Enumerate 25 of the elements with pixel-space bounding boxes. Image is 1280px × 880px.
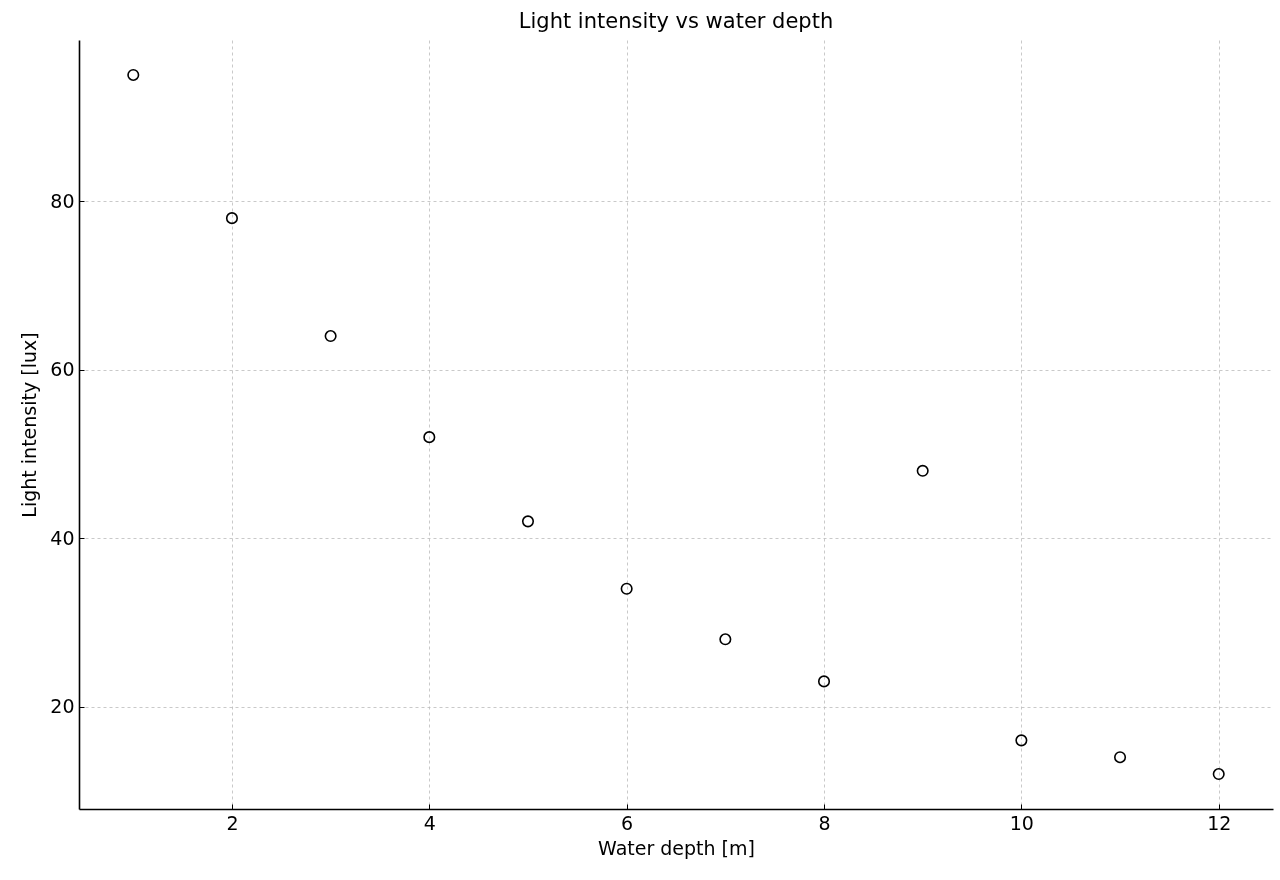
x-tick-label: 4 bbox=[423, 811, 436, 834]
point bbox=[127, 68, 140, 81]
x-tick-label: 6 bbox=[621, 811, 634, 834]
y-tick-label: 20 bbox=[50, 695, 75, 718]
x-tick-label: 2 bbox=[226, 811, 239, 834]
point bbox=[1015, 734, 1028, 747]
y-tick-label: 60 bbox=[50, 358, 75, 381]
point bbox=[423, 431, 436, 444]
x-axis-title: Water depth [m] bbox=[598, 836, 755, 859]
point bbox=[324, 330, 337, 343]
point bbox=[916, 464, 929, 477]
chart-title: Light intensity vs water depth bbox=[518, 9, 834, 33]
point bbox=[225, 212, 238, 225]
point bbox=[817, 675, 831, 688]
x-tick-label: 12 bbox=[1207, 811, 1232, 834]
y-tick-label: 80 bbox=[50, 189, 75, 212]
x-tick-label: 10 bbox=[1009, 811, 1034, 834]
point bbox=[620, 582, 633, 595]
y-tick-label: 40 bbox=[50, 526, 75, 549]
point bbox=[1212, 768, 1225, 781]
point bbox=[1114, 751, 1127, 764]
x-tick-label: 8 bbox=[818, 811, 831, 834]
y-axis-title: Light intensity [lux] bbox=[18, 332, 41, 518]
point bbox=[719, 633, 732, 646]
point bbox=[521, 515, 535, 528]
